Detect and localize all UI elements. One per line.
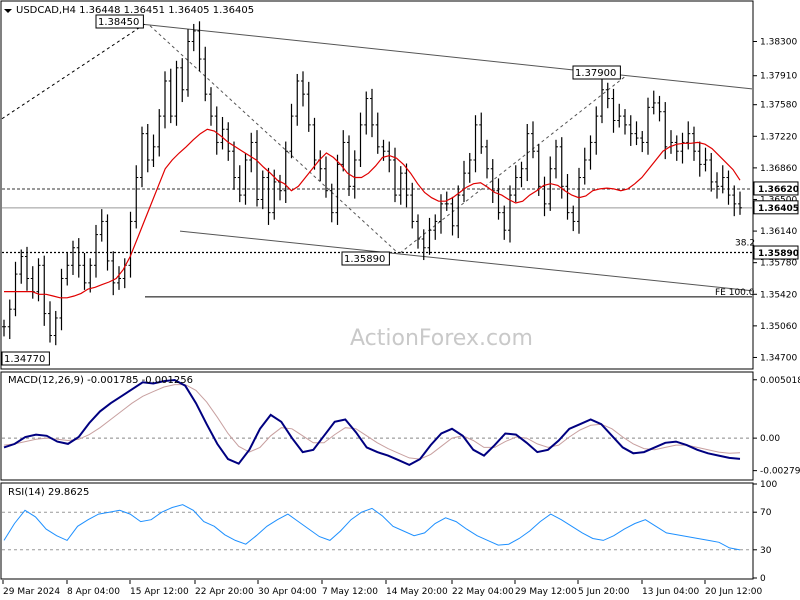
channel-upper-line — [139, 23, 753, 90]
macd-signal-line — [3, 384, 741, 460]
price-tick-label: 1.35420 — [760, 290, 797, 300]
price-tag-1-35890: 1.35890 — [758, 249, 799, 259]
price-tick-label: 1.38300 — [760, 37, 797, 47]
rsi-tick-label: 30 — [760, 546, 772, 556]
price-pane — [0, 0, 754, 370]
label-1-34770-box — [1, 351, 50, 366]
label-1-35890-box — [341, 251, 390, 266]
date-tick-label: 13 Jun 04:00 — [642, 587, 699, 597]
date-axis: 29 Mar 2024 8 Apr 04:00 15 Apr 12:00 22 Apr… — [2, 580, 762, 597]
price-tick-label: 1.36860 — [760, 164, 797, 174]
date-tick-label: 8 Apr 04:00 — [67, 587, 120, 597]
label-1-34770: 1.34770 — [4, 354, 45, 365]
watermark: ActionForex.com — [350, 326, 533, 351]
date-tick-label: 22 Apr 20:00 — [195, 587, 254, 597]
price-tag-1-36620: 1.36620 — [758, 185, 799, 195]
price-tag-1-36620-box — [753, 181, 799, 196]
price-tag-1-36405-box — [753, 200, 799, 215]
macd-line — [3, 378, 741, 467]
date-tick-label: 7 May 12:00 — [322, 587, 378, 597]
macd-title: MACD(12,26,9) -0.001785 -0.001256 — [8, 375, 193, 386]
rsi-tick-label: 0 — [760, 574, 766, 584]
macd-tick-label: 0.005018 — [760, 376, 800, 386]
label-1-38450-box — [95, 14, 144, 29]
price-tag-1-35890-box — [753, 245, 799, 260]
price-tick-label: 1.34700 — [760, 353, 797, 363]
rsi-tick-label: 100 — [760, 480, 777, 490]
date-tick-label: 15 Apr 12:00 — [130, 587, 189, 597]
label-1-35890: 1.35890 — [344, 254, 385, 265]
date-tick-label: 29 May 12:00 — [515, 587, 577, 597]
label-fe-100: FE 100.0 — [715, 288, 755, 298]
price-tick-label: 1.37910 — [760, 72, 797, 82]
price-tick-label: 1.35060 — [760, 322, 797, 332]
rsi-tick-label: 70 — [760, 508, 772, 518]
label-1-38450: 1.38450 — [98, 17, 139, 28]
channel-lower-line — [179, 230, 753, 292]
date-tick-label: 14 May 20:00 — [386, 587, 448, 597]
label-1-37900: 1.37900 — [575, 68, 616, 79]
chart-title: USDCAD,H4 1.36448 1.36451 1.36405 1.3640… — [16, 5, 254, 16]
rsi-line — [3, 504, 741, 551]
date-tick-label: 5 Jun 20:00 — [578, 587, 630, 597]
price-tick-label: 1.37220 — [760, 132, 797, 142]
macd-tick-label: -0.002795 — [760, 467, 800, 477]
price-layer: 1.383001.379101.375801.372201.368601.365… — [1, 14, 799, 366]
chevron-down-icon[interactable] — [4, 9, 12, 13]
price-tick-label: 1.35780 — [760, 259, 797, 269]
swing-line-down — [149, 25, 399, 254]
price-tick-label: 1.37580 — [760, 101, 797, 111]
swing-line-up — [1, 23, 146, 120]
rsi-title: RSI(14) 29.8625 — [8, 487, 89, 498]
rsi-layer: 100 70 30 0 — [2, 480, 777, 584]
date-tick-label: 20 Jun 12:00 — [705, 587, 762, 597]
moving-average-line — [4, 128, 741, 299]
label-1-37900-box — [572, 65, 621, 80]
label-38-2: 38.2 — [735, 239, 755, 249]
date-tick-label: 30 Apr 04:00 — [258, 587, 317, 597]
macd-pane — [0, 371, 754, 481]
macd-layer: 0.005018 0.00 -0.002795 — [2, 376, 800, 477]
date-tick-label: 29 Mar 2024 — [3, 587, 60, 597]
rsi-pane — [0, 482, 754, 580]
macd-tick-label: 0.00 — [760, 434, 780, 444]
price-tag-1-36405: 1.36405 — [758, 204, 799, 214]
date-tick-label: 22 May 04:00 — [452, 587, 514, 597]
price-tick-label: 1.36140 — [760, 227, 797, 237]
